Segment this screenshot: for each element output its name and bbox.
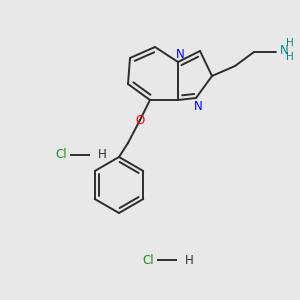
Text: O: O xyxy=(135,113,145,127)
Text: N: N xyxy=(280,44,289,56)
Text: N: N xyxy=(176,47,184,61)
Text: Cl: Cl xyxy=(55,148,67,161)
Text: H: H xyxy=(185,254,194,266)
Text: Cl: Cl xyxy=(142,254,154,266)
Text: H: H xyxy=(286,52,294,62)
Text: H: H xyxy=(98,148,107,161)
Text: H: H xyxy=(286,38,294,48)
Text: N: N xyxy=(194,100,202,113)
